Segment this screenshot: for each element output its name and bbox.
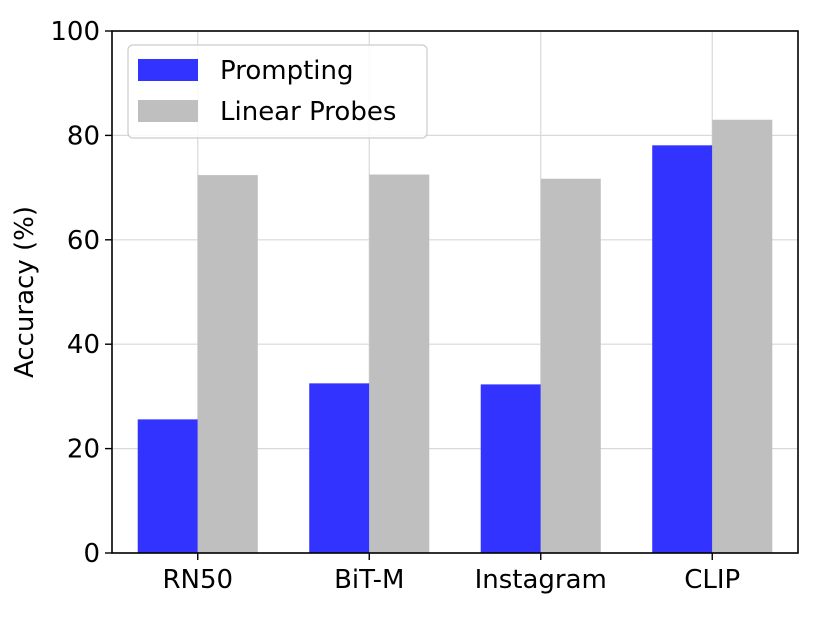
y-tick-label: 100 xyxy=(50,17,100,47)
y-tick-label: 60 xyxy=(67,226,100,256)
legend-label: Linear Probes xyxy=(220,97,396,127)
bar-prompting-bit-m xyxy=(309,383,370,553)
y-tick-label: 20 xyxy=(67,435,100,465)
x-axis: RN50 BiT-M Instagram CLIP xyxy=(162,553,740,595)
bar-prompting-clip xyxy=(652,145,713,553)
bar-linear-probes-bit-m xyxy=(369,174,430,554)
bars xyxy=(137,119,773,554)
bar-linear-probes-clip xyxy=(712,119,773,554)
bar-linear-probes-instagram xyxy=(540,178,601,553)
bar-linear-probes-rn50 xyxy=(197,175,258,553)
x-tick-label: CLIP xyxy=(684,565,740,595)
legend-swatch xyxy=(138,59,198,81)
y-tick-label: 40 xyxy=(67,330,100,360)
plot-frame xyxy=(111,30,799,554)
x-tick-label: RN50 xyxy=(162,565,233,595)
y-axis-label: Accuracy (%) xyxy=(10,206,40,378)
bar-prompting-rn50 xyxy=(137,419,198,553)
x-tick-label: BiT-M xyxy=(334,565,404,595)
legend: Prompting Linear Probes xyxy=(127,44,428,139)
bar-prompting-instagram xyxy=(480,384,541,553)
y-tick-label: 0 xyxy=(83,539,100,569)
y-axis: 0 20 40 60 80 100 xyxy=(50,17,112,569)
x-tick-label: Instagram xyxy=(475,565,607,595)
legend-label: Prompting xyxy=(220,56,353,86)
legend-box xyxy=(127,44,428,139)
y-tick-label: 80 xyxy=(67,121,100,151)
legend-swatch xyxy=(138,100,198,122)
